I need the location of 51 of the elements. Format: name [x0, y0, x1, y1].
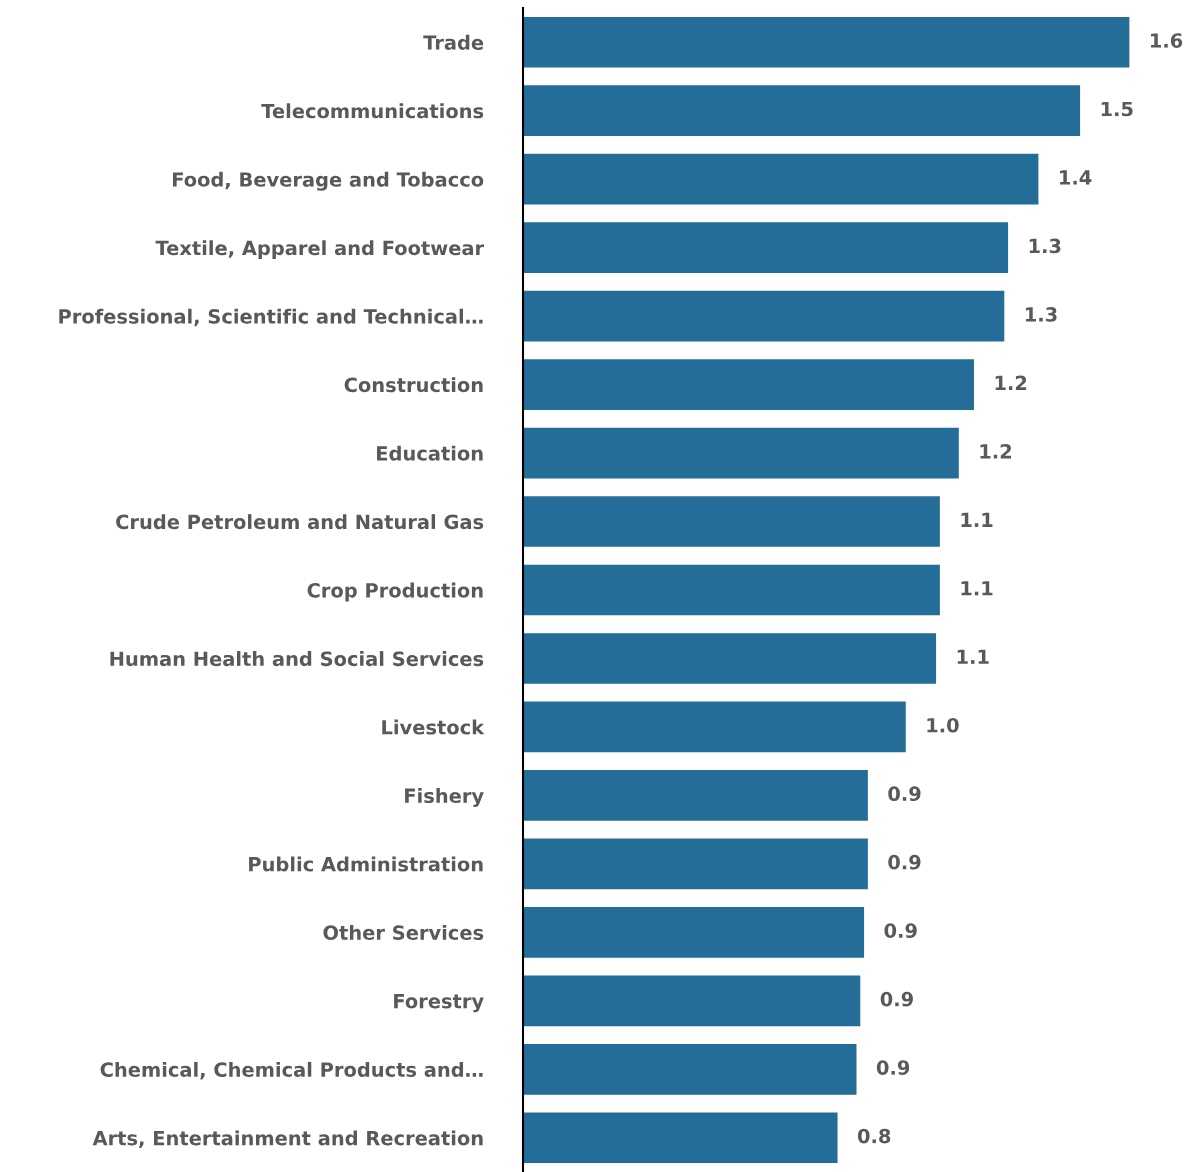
data-label: 0.9 [888, 854, 921, 870]
y-tick-label: Telecommunications [261, 103, 484, 119]
y-tick-label: Other Services [323, 924, 484, 941]
data-label: 1.4 [1060, 170, 1092, 185]
data-label: 0.9 [876, 1060, 910, 1075]
bar [523, 359, 974, 410]
y-tick-label: Arts, Entertainment and Recreation [92, 1130, 483, 1148]
y-tick-label: Education [377, 445, 483, 461]
data-label: 0.9 [884, 923, 917, 938]
bar [523, 1043, 857, 1095]
data-label: 1.0 [927, 717, 959, 733]
y-tick-label: Trade [423, 34, 484, 50]
bar [523, 427, 959, 479]
y-tick-label: Professional, Scientific and Technical… [59, 308, 483, 327]
data-label: 1.3 [1025, 307, 1057, 322]
y-tick-label: Textile, Apparel and Footwear [155, 240, 485, 260]
y-tick-label: Construction [344, 377, 483, 393]
data-label: 1.2 [980, 443, 1012, 459]
y-tick-label: Human Health and Social Services [110, 651, 484, 667]
y-tick-label: Crop Production [307, 582, 483, 602]
bar [523, 564, 940, 616]
bar [523, 701, 906, 753]
data-label: 1.1 [961, 512, 993, 527]
y-tick-label: Crude Petroleum and Natural Gas [116, 514, 484, 530]
data-label: 1.5 [1101, 101, 1133, 117]
bar [523, 153, 1039, 205]
y-tick-label: Forestry [394, 993, 484, 1013]
y-tick-label: Public Administration [249, 856, 483, 872]
y-tick-label: Chemical, Chemical Products and… [100, 1061, 483, 1080]
y-tick-label: Food, Beverage and Tobacco [172, 171, 484, 191]
bar [523, 838, 868, 890]
data-label: 1.1 [961, 581, 993, 596]
y-tick-label: Fishery [405, 788, 484, 807]
data-label: 1.1 [957, 649, 989, 664]
bar [523, 222, 1009, 273]
data-label: 0.8 [857, 1128, 891, 1144]
data-label: 1.3 [1029, 238, 1061, 254]
bar [523, 496, 940, 547]
data-label: 1.6 [1151, 33, 1183, 48]
bar [523, 907, 865, 958]
bar [523, 16, 1130, 68]
data-label: 0.9 [880, 991, 913, 1007]
bar [523, 85, 1081, 137]
bar [523, 975, 861, 1027]
bar [523, 770, 868, 821]
bar [523, 1112, 838, 1164]
bar [523, 290, 1005, 342]
bar [523, 633, 937, 684]
data-label: 0.9 [888, 786, 921, 802]
y-tick-label: Livestock [382, 719, 485, 735]
data-label: 1.2 [995, 375, 1027, 390]
